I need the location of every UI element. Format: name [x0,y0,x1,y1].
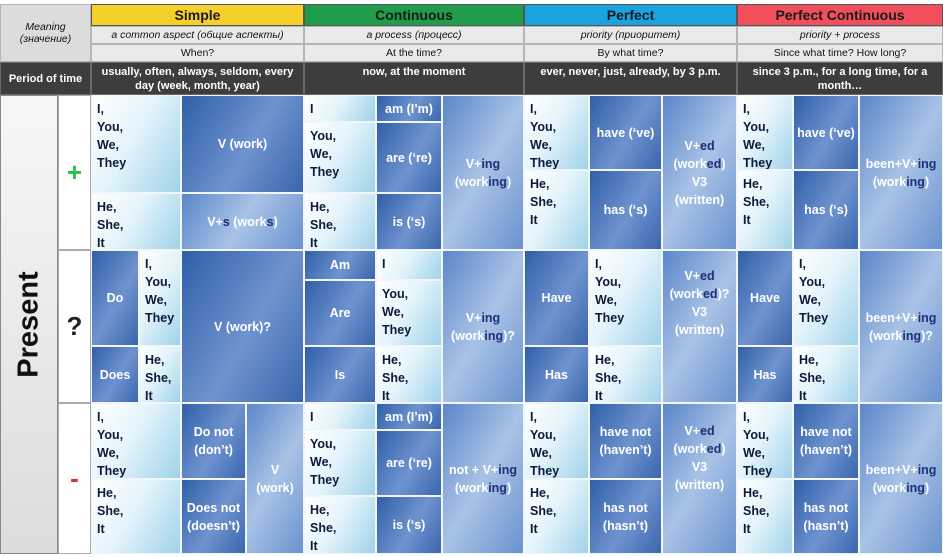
period-continuous: now, at the moment [304,62,524,95]
meaning-label: Meaning [25,21,66,33]
cont-pos-is: is (‘s) [376,193,442,250]
cont-neg-pronoun-i: I [304,403,376,430]
period-label: Period of time [0,62,91,95]
cont-q-pronoun-i: I [376,250,442,280]
simple-q-do: Do [91,250,139,346]
sign-minus: - [58,403,91,554]
cont-pos-am: am (I’m) [376,95,442,122]
perf-pos-pronouns-plural: I, You, We, They [524,95,589,170]
cont-pos-pronouns-plural: You, We, They [304,122,376,193]
perf-q-ved: V+ed (worked)? V3 (written) [662,250,737,403]
simple-neg-pronouns-singular: He, She, It [91,479,181,554]
cont-neg-am: am (I’m) [376,403,442,430]
pc-q-pronouns-singular: He, She, It [793,346,859,403]
perf-neg-have-not: have not (haven’t) [589,403,662,479]
pc-pos-been-ving: been+V+ing (working) [859,95,943,250]
sign-plus: + [58,95,91,250]
simple-pos-verb: V (work) [181,95,304,193]
sign-question: ? [58,250,91,403]
simple-neg-does-not: Does not (doesn’t) [181,479,246,554]
pc-q-pronouns-plural: I, You, We, They [793,250,859,346]
period-simple: usually, often, always, seldom, every da… [91,62,304,95]
cont-neg-ving: not + V+ing (working) [442,403,524,554]
simple-q-pronouns-singular: He, She, It [139,346,181,403]
cont-neg-are: are (‘re) [376,430,442,496]
simple-q-does: Does [91,346,139,403]
simple-q-pronouns-plural: I, You, We, They [139,250,181,346]
meaning-simple: a common aspect (общие аспекты) [91,26,304,44]
pc-pos-have: have (‘ve) [793,95,859,170]
cont-neg-is: is (‘s) [376,496,442,554]
tense-header-perfect-continuous: Perfect Continuous [737,4,943,26]
cont-pos-pronoun-i: I [304,95,376,122]
cont-pos-ving: V+ing (working) [442,95,524,250]
simple-neg-pronouns-plural: I, You, We, They [91,403,181,479]
simple-pos-verb-s: V+s (works) [181,193,304,250]
perf-pos-ved: V+ed (worked) V3 (written) [662,95,737,250]
perf-neg-has-not: has not (hasn’t) [589,479,662,554]
pc-neg-pronouns-plural: I, You, We, They [737,403,793,479]
perf-pos-pronouns-singular: He, She, It [524,170,589,250]
question-perfect: By what time? [524,44,737,62]
simple-neg-verb: V (work) [246,403,304,554]
cont-q-pronouns-singular: He, She, It [376,346,442,403]
pc-neg-pronouns-singular: He, She, It [737,479,793,554]
question-perfect-continuous: Since what time? How long? [737,44,943,62]
cont-q-ving: V+ing (working)? [442,250,524,403]
pc-neg-have-not: have not (haven’t) [793,403,859,479]
meaning-label-cell: Meaning (значение) [0,4,91,62]
perf-neg-pronouns-singular: He, She, It [524,479,589,554]
perf-q-pronouns-singular: He, She, It [589,346,662,403]
perf-pos-have: have (‘ve) [589,95,662,170]
pc-pos-pronouns-singular: He, She, It [737,170,793,250]
cont-q-are: Are [304,280,376,346]
present-label: Present [12,271,45,378]
perf-q-have: Have [524,250,589,346]
question-continuous: At the time? [304,44,524,62]
perf-pos-has: has (‘s) [589,170,662,250]
tense-header-simple: Simple [91,4,304,26]
cont-pos-are: are (‘re) [376,122,442,193]
question-simple: When? [91,44,304,62]
perf-neg-pronouns-plural: I, You, We, They [524,403,589,479]
pc-q-been-ving: been+V+ing (working)? [859,250,943,403]
cont-pos-pronouns-singular: He, She, It [304,193,376,250]
perf-q-has: Has [524,346,589,403]
perf-neg-ved: V+ed (worked) V3 (written) [662,403,737,554]
pc-q-have: Have [737,250,793,346]
meaning-continuous: a process (процесс) [304,26,524,44]
cont-neg-pronouns-plural: You, We, They [304,430,376,496]
pc-neg-been-ving: been+V+ing (working) [859,403,943,554]
pc-q-has: Has [737,346,793,403]
period-perfect-continuous: since 3 p.m., for a long time, for a mon… [737,62,943,95]
meaning-perfect-continuous: priority + process [737,26,943,44]
simple-q-verb: V (work)? [181,250,304,403]
pc-pos-pronouns-plural: I, You, We, They [737,95,793,170]
cont-neg-pronouns-singular: He, She, It [304,496,376,554]
pc-pos-has: has (‘s) [793,170,859,250]
meaning-perfect: priority (приоритет) [524,26,737,44]
simple-pos-pronouns-singular: He, She, It [91,193,181,250]
cont-q-am: Am [304,250,376,280]
tense-header-perfect: Perfect [524,4,737,26]
meaning-label-ru: (значение) [19,33,72,45]
perf-q-pronouns-plural: I, You, We, They [589,250,662,346]
period-perfect: ever, never, just, already, by 3 p.m. [524,62,737,95]
tense-header-continuous: Continuous [304,4,524,26]
simple-pos-pronouns-plural: I, You, We, They [91,95,181,193]
cont-q-pronouns-plural: You, We, They [376,280,442,346]
simple-neg-do-not: Do not (don’t) [181,403,246,479]
present-side-label: Present [0,95,58,554]
cont-q-is: Is [304,346,376,403]
pc-neg-has-not: has not (hasn’t) [793,479,859,554]
